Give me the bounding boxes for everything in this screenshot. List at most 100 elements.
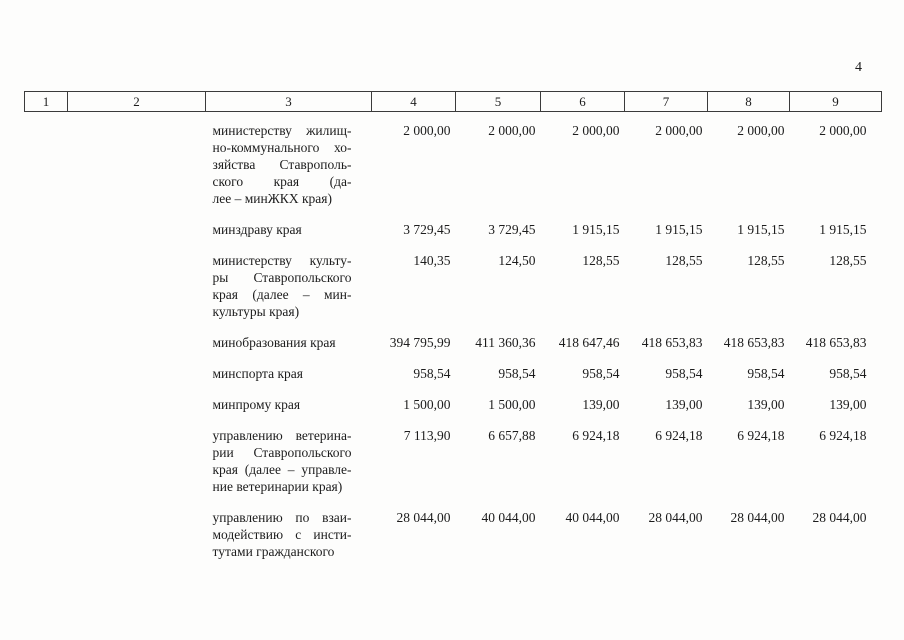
row-label-line: лее – минЖКХ края) — [212, 191, 332, 206]
row-label-line: рии Ставропольского — [212, 445, 352, 460]
value-cell: 28 044,00 — [648, 510, 703, 525]
value-cell: 139,00 — [582, 397, 620, 412]
row-label-line: управлению по взаи- — [212, 510, 352, 525]
value-cell: 1 915,15 — [655, 222, 703, 237]
row-label-line: минобразования края — [212, 335, 336, 350]
row-label-line: но-коммунального хо- — [212, 140, 352, 155]
header-cell: 7 — [624, 91, 708, 112]
value-cell: 6 924,18 — [572, 428, 620, 443]
value-cell: 1 915,15 — [572, 222, 620, 237]
row-label: управлению ветерина-рии Ставропольского к… — [206, 427, 372, 509]
row-label-line: модействию с инсти- — [212, 527, 352, 542]
value-cell: 7 113,90 — [403, 428, 451, 443]
empty-cell-col1 — [25, 427, 68, 509]
row-label-line: культуры края) — [212, 304, 300, 319]
value-cell: 1 500,00 — [488, 397, 536, 412]
header-cell: 2 — [67, 91, 206, 112]
value-cell: 128,55 — [829, 253, 867, 268]
value-cell: 2 000,00 — [655, 123, 703, 138]
empty-cell-col2 — [68, 334, 206, 365]
value-cell: 2 000,00 — [488, 123, 536, 138]
table-row: министерству культу-ры Ставропольского кр… — [25, 252, 882, 334]
column-number-header: 1 2 3 4 5 6 7 8 9 — [24, 91, 882, 112]
row-label-line: ние ветеринарии края) — [212, 479, 343, 494]
row-label-line: министерству жилищ- — [212, 123, 352, 138]
value-cell: 958,54 — [413, 366, 451, 381]
value-cell: 958,54 — [747, 366, 785, 381]
value-cell: 6 924,18 — [819, 428, 867, 443]
value-cell: 28 044,00 — [730, 510, 785, 525]
value-cell: 6 924,18 — [655, 428, 703, 443]
empty-cell-col1 — [25, 221, 68, 252]
row-label-line: ры Ставропольского — [212, 270, 352, 285]
header-cell: 6 — [540, 91, 625, 112]
row-label-line: ского края (да- — [212, 174, 352, 189]
row-label-line: края (далее – управле- — [212, 462, 352, 477]
table-row: управлению ветерина-рии Ставропольского к… — [25, 427, 882, 509]
empty-cell-col2 — [68, 112, 206, 222]
value-cell: 2 000,00 — [403, 123, 451, 138]
table-row: минздраву края 3 729,45 3 729,45 1 915,15 1 … — [25, 221, 882, 252]
value-cell: 128,55 — [582, 253, 620, 268]
row-label: минобразования края — [206, 334, 372, 365]
row-label: управлению по взаи-модействию с инсти-ту… — [206, 509, 372, 574]
value-cell: 28 044,00 — [396, 510, 451, 525]
header-cell: 8 — [707, 91, 790, 112]
table-row: минпрому края 1 500,00 1 500,00 139,00 139,0… — [25, 396, 882, 427]
row-label-line: министерству культу- — [212, 253, 352, 268]
budget-table: 1 2 3 4 5 6 7 8 9 министерству жилищ-но-… — [24, 91, 882, 574]
value-cell: 2 000,00 — [737, 123, 785, 138]
header-cell: 4 — [371, 91, 456, 112]
row-label-line: зяйства Ставрополь- — [212, 157, 352, 172]
empty-cell-col2 — [68, 365, 206, 396]
row-label-line: минспорта края — [212, 366, 303, 381]
value-cell: 1 500,00 — [403, 397, 451, 412]
value-cell: 958,54 — [582, 366, 620, 381]
empty-cell-col1 — [25, 252, 68, 334]
value-cell: 418 653,83 — [723, 335, 785, 350]
table-row: министерству жилищ-но-коммунального хо-з… — [25, 112, 882, 222]
value-cell: 958,54 — [829, 366, 867, 381]
row-label-line: тутами гражданского — [212, 544, 335, 559]
value-cell: 958,54 — [665, 366, 703, 381]
empty-cell-col2 — [68, 221, 206, 252]
value-cell: 139,00 — [665, 397, 703, 412]
empty-cell-col1 — [25, 396, 68, 427]
row-label-line: управлению ветерина- — [212, 428, 352, 443]
value-cell: 124,50 — [498, 253, 536, 268]
page-number: 4 — [855, 60, 862, 75]
value-cell: 40 044,00 — [565, 510, 620, 525]
value-cell: 28 044,00 — [812, 510, 867, 525]
value-cell: 3 729,45 — [403, 222, 451, 237]
empty-cell-col2 — [68, 509, 206, 574]
value-cell: 128,55 — [747, 253, 785, 268]
header-cell: 9 — [789, 91, 882, 112]
value-cell: 2 000,00 — [572, 123, 620, 138]
value-cell: 3 729,45 — [488, 222, 536, 237]
value-cell: 418 653,83 — [641, 335, 703, 350]
value-cell: 139,00 — [829, 397, 867, 412]
value-cell: 418 647,46 — [558, 335, 620, 350]
table-row: управлению по взаи-модействию с инсти-ту… — [25, 509, 882, 574]
value-cell: 411 360,36 — [475, 335, 536, 350]
row-label: министерству жилищ-но-коммунального хо-з… — [206, 112, 372, 222]
table-body: министерству жилищ-но-коммунального хо-з… — [25, 112, 882, 575]
row-label: министерству культу-ры Ставропольского кр… — [206, 252, 372, 334]
value-cell: 6 924,18 — [737, 428, 785, 443]
row-label-line: минздраву края — [212, 222, 302, 237]
value-cell: 1 915,15 — [819, 222, 867, 237]
header-cell: 3 — [205, 91, 372, 112]
row-label: минспорта края — [206, 365, 372, 396]
row-label: минздраву края — [206, 221, 372, 252]
value-cell: 958,54 — [498, 366, 536, 381]
empty-cell-col2 — [68, 396, 206, 427]
row-label: минпрому края — [206, 396, 372, 427]
value-cell: 40 044,00 — [481, 510, 536, 525]
value-cell: 1 915,15 — [737, 222, 785, 237]
value-cell: 2 000,00 — [819, 123, 867, 138]
value-cell: 139,00 — [747, 397, 785, 412]
empty-cell-col1 — [25, 334, 68, 365]
header-row: 1 2 3 4 5 6 7 8 9 — [24, 91, 882, 112]
header-cell: 5 — [455, 91, 541, 112]
